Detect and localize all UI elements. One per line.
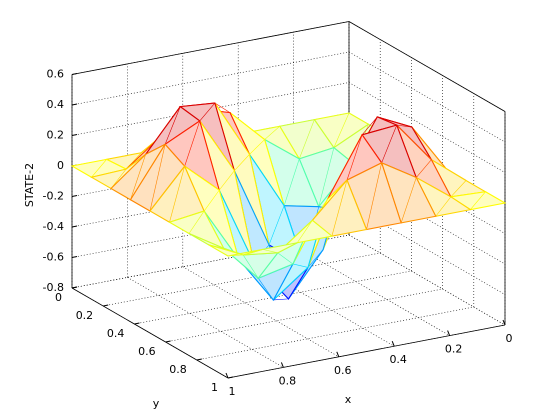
z-tick-label: -0.2: [43, 190, 64, 203]
mesh-edge: [416, 159, 432, 178]
grid-line: [348, 51, 506, 143]
mesh-edge: [188, 210, 205, 234]
tick-mark: [71, 73, 78, 75]
tick-mark: [336, 351, 340, 357]
axis-line: [227, 324, 506, 379]
mesh-edge: [333, 112, 350, 148]
tick-mark: [391, 341, 395, 347]
mesh-edge: [227, 254, 244, 257]
grid-line: [293, 245, 450, 336]
x-tick-label: 0: [506, 332, 513, 345]
grid-line: [348, 234, 506, 326]
mesh-edge: [273, 298, 289, 301]
mesh-edge: [242, 254, 259, 279]
z-tick-label: -0.4: [43, 220, 64, 233]
tick-mark: [227, 376, 234, 379]
y-axis-label: y: [153, 397, 160, 410]
tick-mark: [71, 103, 78, 106]
tick-mark: [103, 304, 109, 307]
tick-mark: [165, 340, 171, 343]
mesh-edge: [268, 205, 285, 246]
tick-mark: [134, 322, 140, 325]
mesh-edge: [258, 278, 274, 301]
mesh-edge: [91, 159, 107, 178]
mesh-edge: [164, 106, 181, 145]
mesh-edge: [249, 139, 265, 155]
grid-line: [103, 252, 381, 307]
mesh-edge: [234, 154, 250, 171]
mesh-edge: [381, 125, 398, 163]
y-tick-label: 0.8: [169, 363, 187, 376]
z-tick-label: -0.8: [43, 281, 64, 294]
mesh-edge: [203, 189, 220, 212]
mesh-edge: [470, 191, 486, 210]
mesh-edge: [149, 144, 166, 212]
mesh-edge: [277, 252, 294, 265]
box-edge: [71, 21, 350, 75]
tick-mark: [71, 134, 78, 136]
x-axis-label: x: [345, 393, 352, 406]
tick-mark: [71, 225, 78, 228]
mesh-edge: [214, 102, 231, 113]
y-tick-label: 0.2: [76, 309, 94, 322]
y-tick-label: 0.6: [138, 345, 156, 358]
mesh-edge: [219, 170, 235, 191]
mesh-edge: [450, 180, 467, 198]
x-tick-label: 0.8: [279, 374, 297, 387]
x-tick-label: 0.6: [334, 364, 352, 377]
z-tick-label: -0.6: [43, 251, 64, 264]
mesh-edge: [297, 220, 313, 243]
tick-mark: [280, 362, 284, 368]
mesh-edge: [396, 124, 412, 128]
mesh-edge: [346, 134, 363, 181]
grid-line: [165, 288, 443, 343]
grid-line: [127, 277, 284, 368]
grid-line: [348, 82, 506, 173]
y-tick-label: 0.4: [107, 327, 125, 340]
grid-line: [182, 266, 339, 358]
mesh-edge: [283, 158, 300, 206]
tick-mark: [447, 330, 451, 336]
mesh-edge: [331, 180, 348, 237]
mesh-edge: [130, 154, 146, 200]
tick-mark: [71, 286, 78, 289]
x-tick-label: 0.2: [445, 343, 463, 356]
mesh-edge: [262, 249, 278, 254]
z-tick-label: 0.2: [47, 129, 65, 142]
mesh-edge: [184, 120, 201, 167]
z-axis-label: STATE-2: [23, 163, 36, 207]
tick-mark: [71, 256, 78, 258]
grid-line: [196, 306, 474, 361]
mesh-edge: [318, 147, 335, 207]
x-tick-label: 0.4: [389, 353, 407, 366]
tick-mark: [225, 372, 229, 379]
mesh-edge: [169, 166, 185, 223]
x-tick-label: 1: [229, 385, 236, 398]
tick-mark: [71, 195, 78, 197]
grid-line: [71, 234, 350, 289]
y-tick-label: 1: [211, 381, 218, 394]
mesh-edge: [435, 196, 452, 217]
tick-mark: [196, 358, 202, 361]
mesh-edge: [292, 263, 309, 268]
axis-line: [71, 287, 229, 379]
z-tick-label: 0.6: [47, 68, 65, 81]
mesh-edge: [199, 102, 216, 122]
z-tick-label: 0.4: [47, 98, 65, 111]
mesh-edge: [307, 249, 324, 268]
mesh-edge: [264, 126, 280, 140]
z-tick-label: 0: [57, 159, 64, 172]
tick-mark: [502, 319, 506, 326]
grid-line: [71, 51, 350, 106]
mesh-edge: [361, 116, 378, 135]
mesh-edge: [298, 119, 315, 159]
box-edge: [348, 21, 506, 112]
mesh-edge: [366, 162, 382, 230]
mesh-edge: [400, 177, 417, 223]
y-tick-label: 0: [55, 291, 62, 304]
